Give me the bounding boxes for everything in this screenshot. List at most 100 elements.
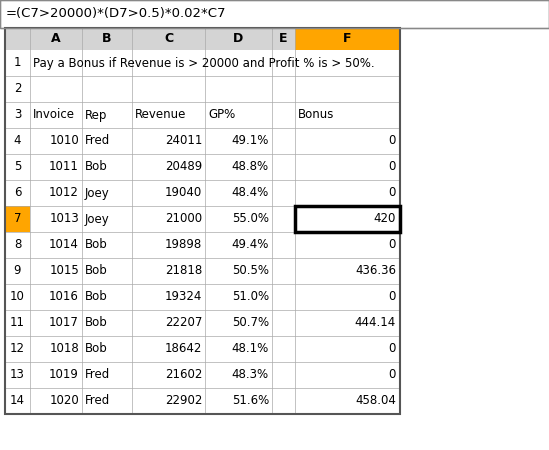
Text: 10: 10	[10, 291, 25, 303]
Text: 458.04: 458.04	[355, 395, 396, 408]
Text: 50.5%: 50.5%	[232, 265, 269, 278]
Text: 436.36: 436.36	[355, 265, 396, 278]
Bar	[5, 28, 400, 50]
Bar	[5, 76, 400, 102]
Text: 24011: 24011	[165, 135, 202, 148]
Text: 6: 6	[14, 186, 21, 199]
Text: Bob: Bob	[85, 238, 108, 252]
Text: Pay a Bonus if Revenue is > 20000 and Profit % is > 50%.: Pay a Bonus if Revenue is > 20000 and Pr…	[33, 57, 374, 69]
Text: 0: 0	[389, 186, 396, 199]
Text: 51.0%: 51.0%	[232, 291, 269, 303]
Bar	[5, 336, 400, 362]
Text: B: B	[102, 32, 112, 45]
Text: 21000: 21000	[165, 212, 202, 225]
Text: 19898: 19898	[165, 238, 202, 252]
Text: 49.1%: 49.1%	[232, 135, 269, 148]
Text: 19324: 19324	[165, 291, 202, 303]
Bar	[295, 206, 400, 232]
Text: 0: 0	[389, 291, 396, 303]
Text: 1012: 1012	[49, 186, 79, 199]
Text: 13: 13	[10, 369, 25, 382]
Text: 8: 8	[14, 238, 21, 252]
Text: 48.8%: 48.8%	[232, 161, 269, 174]
Text: 49.4%: 49.4%	[232, 238, 269, 252]
Text: 1018: 1018	[49, 342, 79, 356]
Text: A: A	[51, 32, 61, 45]
Text: Fred: Fred	[85, 369, 110, 382]
Text: E: E	[279, 32, 288, 45]
Text: 48.1%: 48.1%	[232, 342, 269, 356]
Text: =(C7>20000)*(D7>0.5)*0.02*C7: =(C7>20000)*(D7>0.5)*0.02*C7	[6, 8, 227, 21]
Bar	[5, 102, 400, 128]
Text: 12: 12	[10, 342, 25, 356]
Text: C: C	[164, 32, 173, 45]
Text: 1014: 1014	[49, 238, 79, 252]
Bar	[0, 0, 549, 28]
Bar	[5, 388, 400, 414]
Bar	[295, 28, 400, 50]
Text: 1020: 1020	[49, 395, 79, 408]
Bar	[5, 310, 400, 336]
Text: Revenue: Revenue	[135, 108, 186, 122]
Text: Bob: Bob	[85, 161, 108, 174]
Text: 1: 1	[14, 57, 21, 69]
Text: 3: 3	[14, 108, 21, 122]
Text: 18642: 18642	[165, 342, 202, 356]
Text: 0: 0	[389, 238, 396, 252]
Text: 55.0%: 55.0%	[232, 212, 269, 225]
Text: Fred: Fred	[85, 135, 110, 148]
Text: 1011: 1011	[49, 161, 79, 174]
Text: 14: 14	[10, 395, 25, 408]
Bar	[5, 180, 400, 206]
Text: 444.14: 444.14	[355, 316, 396, 329]
Text: Fred: Fred	[85, 395, 110, 408]
Text: Bob: Bob	[85, 291, 108, 303]
Text: 1016: 1016	[49, 291, 79, 303]
Text: 50.7%: 50.7%	[232, 316, 269, 329]
Text: Bob: Bob	[85, 342, 108, 356]
Bar	[5, 50, 400, 76]
Text: 22902: 22902	[165, 395, 202, 408]
Text: 9: 9	[14, 265, 21, 278]
Bar	[5, 206, 30, 232]
Text: 1017: 1017	[49, 316, 79, 329]
Text: 19040: 19040	[165, 186, 202, 199]
Text: 0: 0	[389, 369, 396, 382]
Text: D: D	[233, 32, 244, 45]
Text: Bonus: Bonus	[298, 108, 334, 122]
Text: 4: 4	[14, 135, 21, 148]
Bar	[5, 154, 400, 180]
Text: 20489: 20489	[165, 161, 202, 174]
Bar	[5, 128, 400, 154]
Text: Joey: Joey	[85, 186, 110, 199]
Text: 1019: 1019	[49, 369, 79, 382]
Text: 51.6%: 51.6%	[232, 395, 269, 408]
Text: 22207: 22207	[165, 316, 202, 329]
Text: 0: 0	[389, 135, 396, 148]
Text: 1013: 1013	[49, 212, 79, 225]
Bar	[5, 206, 400, 232]
Text: 48.3%: 48.3%	[232, 369, 269, 382]
Text: 7: 7	[14, 212, 21, 225]
Bar	[0, 0, 549, 28]
Text: 5: 5	[14, 161, 21, 174]
Text: 0: 0	[389, 161, 396, 174]
Text: Bob: Bob	[85, 265, 108, 278]
Text: GP%: GP%	[208, 108, 236, 122]
Text: 48.4%: 48.4%	[232, 186, 269, 199]
Text: 1015: 1015	[49, 265, 79, 278]
Text: Invoice: Invoice	[33, 108, 75, 122]
Text: Rep: Rep	[85, 108, 108, 122]
Text: 420: 420	[374, 212, 396, 225]
Text: 0: 0	[389, 342, 396, 356]
Bar	[5, 284, 400, 310]
Text: 21818: 21818	[165, 265, 202, 278]
Text: 21602: 21602	[165, 369, 202, 382]
Bar	[5, 362, 400, 388]
Text: 2: 2	[14, 82, 21, 95]
Text: Joey: Joey	[85, 212, 110, 225]
Text: 1010: 1010	[49, 135, 79, 148]
Text: 11: 11	[10, 316, 25, 329]
Text: Bob: Bob	[85, 316, 108, 329]
Bar	[5, 258, 400, 284]
